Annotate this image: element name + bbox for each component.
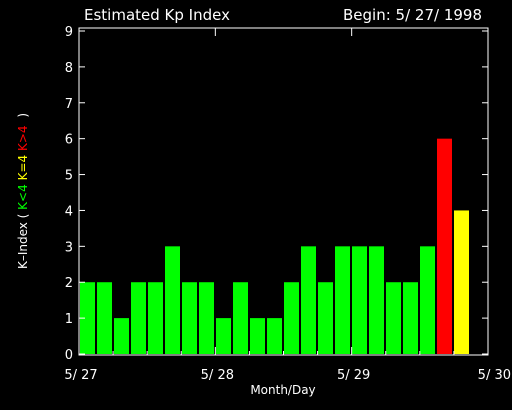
- x-axis-label: Month/Day: [250, 383, 315, 397]
- kp-bar: [182, 282, 197, 354]
- y-tick-label: 7: [65, 97, 73, 112]
- kp-bar: [437, 138, 452, 354]
- kp-bar: [131, 282, 146, 354]
- x-tick-label: 5/ 29: [337, 368, 370, 383]
- legend-k-equal-4: K=4: [16, 155, 30, 181]
- y-tick-label: 5: [65, 169, 73, 184]
- kp-bar: [267, 318, 282, 354]
- kp-bar: [335, 246, 350, 354]
- y-tick-label: 6: [65, 133, 73, 148]
- y-axis-label-prefix: K–Index (: [16, 214, 30, 269]
- kp-bar: [420, 246, 435, 354]
- kp-bar: [318, 282, 333, 354]
- kp-bar: [165, 246, 180, 354]
- x-tick-label: 5/ 28: [201, 368, 234, 383]
- y-tick-label: 1: [65, 312, 73, 327]
- kp-bar: [148, 282, 163, 354]
- kp-bar: [233, 282, 248, 354]
- y-tick-label: 8: [65, 61, 73, 76]
- kp-bar: [97, 282, 112, 354]
- x-tick-label: 5/ 27: [64, 368, 97, 383]
- kp-bar: [369, 246, 384, 354]
- kp-bar: [199, 282, 214, 354]
- kp-bar: [352, 246, 367, 354]
- y-tick-label: 9: [65, 25, 73, 40]
- kp-bar: [454, 210, 469, 354]
- kp-bar: [80, 282, 95, 354]
- y-tick-label: 2: [65, 276, 73, 291]
- kp-bar: [386, 282, 401, 354]
- kp-bar: [114, 318, 129, 354]
- kp-bar: [250, 318, 265, 354]
- y-axis-label: K–Index ( K<4 K=4 K>4 ): [16, 113, 30, 269]
- y-axis-label-suffix: ): [16, 113, 30, 118]
- x-tick-label: 5/ 30: [478, 368, 511, 383]
- kp-bar: [216, 318, 231, 354]
- legend-k-below-4: K<4: [16, 184, 30, 210]
- legend-k-above-4: K>4: [16, 125, 30, 151]
- y-tick-label: 3: [65, 240, 73, 255]
- y-tick-label: 4: [65, 204, 73, 219]
- y-tick-label: 0: [65, 348, 73, 363]
- kp-bar: [301, 246, 316, 354]
- begin-date-label: Begin: 5/ 27/ 1998: [343, 6, 482, 24]
- kp-bar: [284, 282, 299, 354]
- kp-bar: [403, 282, 418, 354]
- chart-title: Estimated Kp Index: [84, 6, 230, 24]
